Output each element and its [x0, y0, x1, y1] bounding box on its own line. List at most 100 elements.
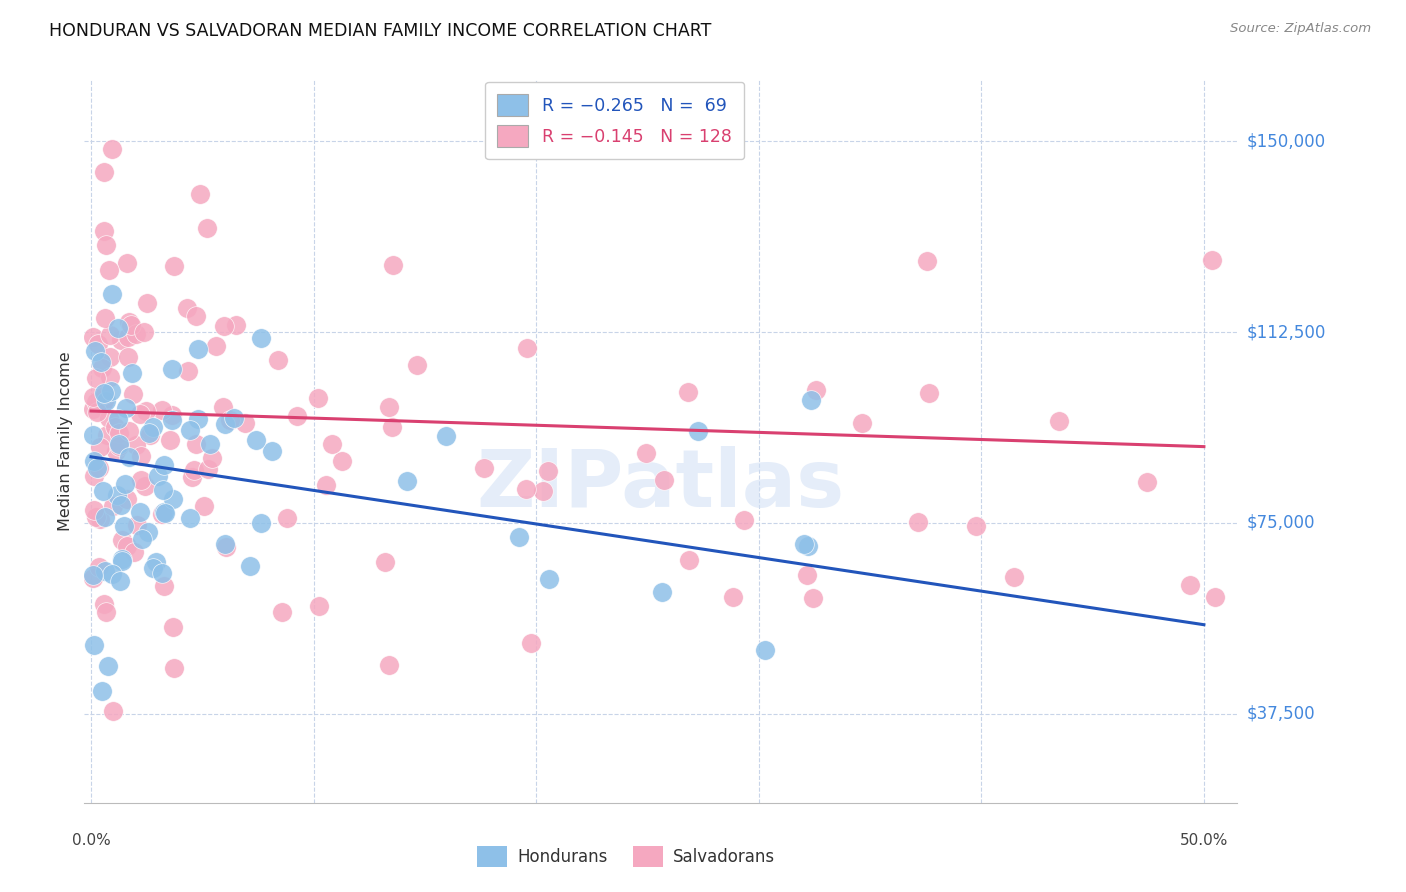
Point	[651, 585, 673, 599]
Point	[222, 411, 245, 425]
Point	[148, 468, 170, 483]
Point	[94, 564, 117, 578]
Point	[1047, 414, 1070, 428]
Point	[1136, 475, 1159, 489]
Point	[84, 371, 107, 385]
Point	[183, 463, 205, 477]
Point	[108, 439, 131, 453]
Point	[129, 473, 152, 487]
Point	[98, 263, 121, 277]
Point	[225, 318, 247, 333]
Point	[83, 503, 105, 517]
Point	[285, 409, 308, 423]
Point	[260, 444, 283, 458]
Point	[118, 315, 141, 329]
Text: $37,500: $37,500	[1246, 705, 1315, 723]
Point	[107, 321, 129, 335]
Text: ZIPatlas: ZIPatlas	[477, 446, 845, 524]
Point	[125, 326, 148, 341]
Point	[135, 296, 157, 310]
Point	[101, 142, 124, 156]
Point	[654, 473, 676, 487]
Point	[153, 458, 176, 472]
Point	[179, 510, 201, 524]
Point	[115, 492, 138, 507]
Point	[245, 433, 267, 447]
Point	[104, 420, 127, 434]
Point	[377, 401, 399, 415]
Point	[111, 533, 134, 547]
Point	[381, 420, 404, 434]
Point	[239, 558, 262, 573]
Y-axis label: Median Family Income: Median Family Income	[58, 351, 73, 532]
Point	[83, 469, 105, 483]
Point	[138, 425, 160, 440]
Point	[115, 401, 138, 415]
Point	[118, 424, 141, 438]
Point	[129, 407, 152, 421]
Point	[678, 553, 700, 567]
Point	[800, 393, 823, 408]
Point	[177, 363, 200, 377]
Legend: Hondurans, Salvadorans: Hondurans, Salvadorans	[471, 839, 782, 874]
Text: $150,000: $150,000	[1246, 132, 1326, 151]
Point	[104, 444, 127, 458]
Point	[93, 597, 115, 611]
Point	[1204, 591, 1226, 605]
Point	[82, 329, 104, 343]
Point	[215, 540, 238, 554]
Point	[537, 464, 560, 478]
Point	[159, 434, 181, 448]
Point	[105, 488, 128, 502]
Point	[112, 518, 135, 533]
Point	[110, 334, 132, 348]
Point	[120, 318, 142, 333]
Point	[184, 437, 207, 451]
Point	[434, 428, 457, 442]
Point	[118, 450, 141, 464]
Point	[100, 384, 122, 398]
Point	[915, 254, 938, 268]
Point	[634, 446, 657, 460]
Point	[82, 428, 104, 442]
Point	[82, 572, 104, 586]
Point	[250, 331, 273, 345]
Point	[804, 383, 827, 397]
Point	[155, 506, 177, 520]
Point	[111, 554, 134, 568]
Point	[132, 325, 155, 339]
Point	[115, 256, 138, 270]
Point	[96, 237, 118, 252]
Point	[472, 461, 495, 475]
Point	[98, 370, 121, 384]
Point	[162, 492, 184, 507]
Point	[184, 309, 207, 323]
Point	[276, 511, 298, 525]
Point	[176, 301, 198, 315]
Text: 50.0%: 50.0%	[1180, 833, 1227, 848]
Point	[676, 385, 699, 400]
Point	[214, 417, 236, 432]
Point	[83, 638, 105, 652]
Point	[193, 499, 215, 513]
Point	[84, 509, 107, 524]
Point	[180, 470, 202, 484]
Point	[330, 454, 353, 468]
Point	[152, 483, 174, 498]
Point	[83, 344, 105, 359]
Point	[87, 560, 110, 574]
Point	[1180, 578, 1202, 592]
Point	[188, 187, 211, 202]
Point	[537, 572, 560, 586]
Point	[187, 342, 209, 356]
Point	[93, 165, 115, 179]
Point	[201, 451, 224, 466]
Point	[381, 258, 404, 272]
Point	[139, 427, 162, 442]
Point	[233, 416, 256, 430]
Point	[121, 366, 143, 380]
Point	[965, 519, 987, 533]
Point	[688, 424, 710, 438]
Point	[89, 440, 111, 454]
Point	[107, 412, 129, 426]
